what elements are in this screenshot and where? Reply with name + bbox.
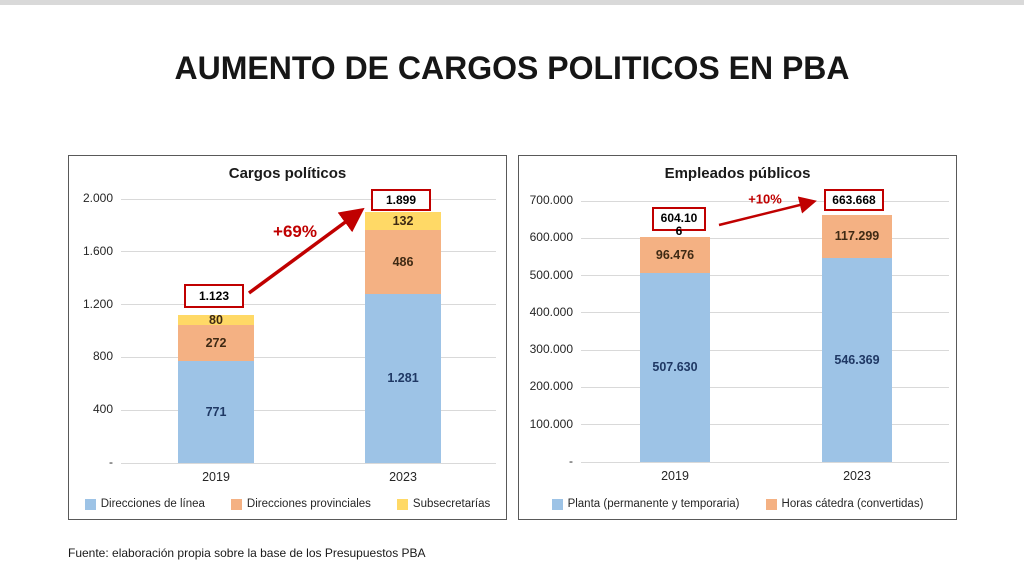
- total-value: 604.10: [660, 211, 698, 225]
- bar-segment-label: 272: [205, 336, 227, 351]
- chart-title-empleados: Empleados públicos: [664, 165, 811, 182]
- change-arrow: [718, 196, 817, 227]
- bar-segment-label: 80: [209, 313, 223, 328]
- x-category-label: 2023: [389, 470, 417, 484]
- bar-segment: 1.281: [365, 293, 441, 463]
- change-percent-label: +10%: [748, 191, 782, 207]
- chart-panel-empleados-publicos: Empleados públicos - 100.000 200.000 300.00…: [518, 155, 957, 520]
- total-callout-box: 604.10 6: [652, 207, 706, 238]
- x-category-label: 2023: [843, 469, 871, 483]
- gridline: [121, 356, 496, 358]
- page-title: AUMENTO DE CARGOS POLITICOS EN PBA: [174, 50, 850, 86]
- total-callout-box: 1.899: [371, 189, 431, 211]
- y-axis-tick-label: 800: [92, 349, 113, 364]
- bar-segment-label: 486: [392, 254, 414, 269]
- bar-segment: 771: [178, 361, 254, 463]
- legend-item: Planta (permanente y temporaria): [551, 498, 740, 510]
- total-value: 663.668: [832, 192, 876, 207]
- x-category-label: 2019: [661, 469, 689, 483]
- bar-segment-label: 546.369: [834, 353, 880, 368]
- bar-segment: 80: [178, 313, 254, 328]
- bar-segment-label: 117.299: [834, 229, 880, 244]
- y-axis-tick-label: 2.000: [82, 191, 113, 205]
- y-axis-tick-label: 400.000: [529, 304, 573, 319]
- chart-title-cargos: Cargos políticos: [228, 165, 347, 182]
- legend-swatch: [84, 498, 96, 510]
- legend-swatch: [230, 498, 242, 510]
- legend-label: Direcciones provinciales: [246, 498, 371, 510]
- y-axis-tick-label: 1.200: [82, 296, 113, 311]
- legend-item: Direcciones provinciales: [230, 498, 371, 510]
- y-axis-tick-label: 100.000: [529, 416, 573, 431]
- total-callout-box: 663.668: [824, 189, 884, 211]
- gridline: [581, 349, 949, 351]
- bar-segment-label: 132: [392, 214, 414, 229]
- chart-area-empleados: - 100.000 200.000 300.000 400.000 500.000 600.…: [519, 156, 956, 519]
- legend-item: Direcciones de línea: [84, 498, 205, 510]
- total-value: 1.123: [198, 288, 230, 303]
- total-value: 6: [675, 224, 683, 238]
- y-axis-tick-label: -: [109, 455, 113, 469]
- y-axis-tick-label: 600.000: [529, 230, 573, 245]
- gridline: [581, 386, 949, 388]
- y-axis-tick-label: 500.000: [529, 267, 573, 282]
- legend-label: Planta (permanente y temporaria): [567, 498, 740, 510]
- legend-label: Horas cátedra (convertidas): [781, 498, 924, 510]
- legend: Direcciones de línea Direcciones provinci…: [69, 498, 506, 510]
- legend-swatch: [765, 498, 777, 510]
- change-arrow: [247, 207, 365, 295]
- legend-item: Horas cátedra (convertidas): [765, 498, 924, 510]
- bar-segment: 546.369: [822, 258, 892, 462]
- y-axis-tick-label: 400: [92, 402, 113, 417]
- y-axis-tick-label: 700.000: [529, 193, 573, 207]
- chart-panel-cargos-politicos: Cargos políticos - 400 800 1.200 1.600 2.000 7…: [68, 155, 507, 520]
- bar-segment: 117.299: [822, 214, 892, 259]
- gridline: [581, 275, 949, 277]
- gridline: [121, 409, 496, 411]
- bar-segment: 486: [365, 229, 441, 294]
- y-axis-tick-label: -: [569, 454, 573, 468]
- legend-swatch: [396, 498, 408, 510]
- bar-segment: 96.476: [640, 236, 710, 273]
- bar-segment-label: 96.476: [655, 247, 695, 262]
- bar-segment-label: 507.630: [652, 360, 698, 375]
- change-percent-label: +69%: [273, 222, 317, 241]
- bar-segment-label: 1.281: [387, 371, 419, 386]
- gridline: [121, 198, 496, 200]
- top-strip: [0, 0, 1024, 5]
- legend-swatch: [551, 498, 563, 510]
- gridline: [581, 237, 949, 239]
- bar-segment: 272: [178, 325, 254, 362]
- bar-segment-label: 771: [205, 405, 227, 420]
- bar-segment: 507.630: [640, 272, 710, 462]
- y-axis-tick-label: 1.600: [82, 243, 113, 258]
- legend-item: Subsecretarías: [396, 498, 491, 510]
- legend-label: Direcciones de línea: [100, 498, 205, 510]
- total-callout-box: 1.123: [184, 284, 244, 308]
- source-note: Fuente: elaboración propia sobre la base…: [68, 546, 426, 560]
- gridline: [121, 462, 496, 464]
- legend: Planta (permanente y temporaria) Horas cá…: [519, 498, 956, 510]
- legend-label: Subsecretarías: [412, 498, 491, 510]
- gridline: [581, 461, 949, 463]
- chart-area-cargos: - 400 800 1.200 1.600 2.000 771 272 80 2019 1.281 4…: [69, 156, 506, 519]
- gridline: [581, 424, 949, 426]
- y-axis-tick-label: 200.000: [529, 379, 573, 394]
- total-value: 1.899: [385, 192, 417, 207]
- gridline: [121, 304, 496, 306]
- x-category-label: 2019: [202, 470, 230, 484]
- bar-segment: 132: [365, 212, 441, 230]
- gridline: [581, 312, 949, 314]
- y-axis-tick-label: 300.000: [529, 342, 573, 357]
